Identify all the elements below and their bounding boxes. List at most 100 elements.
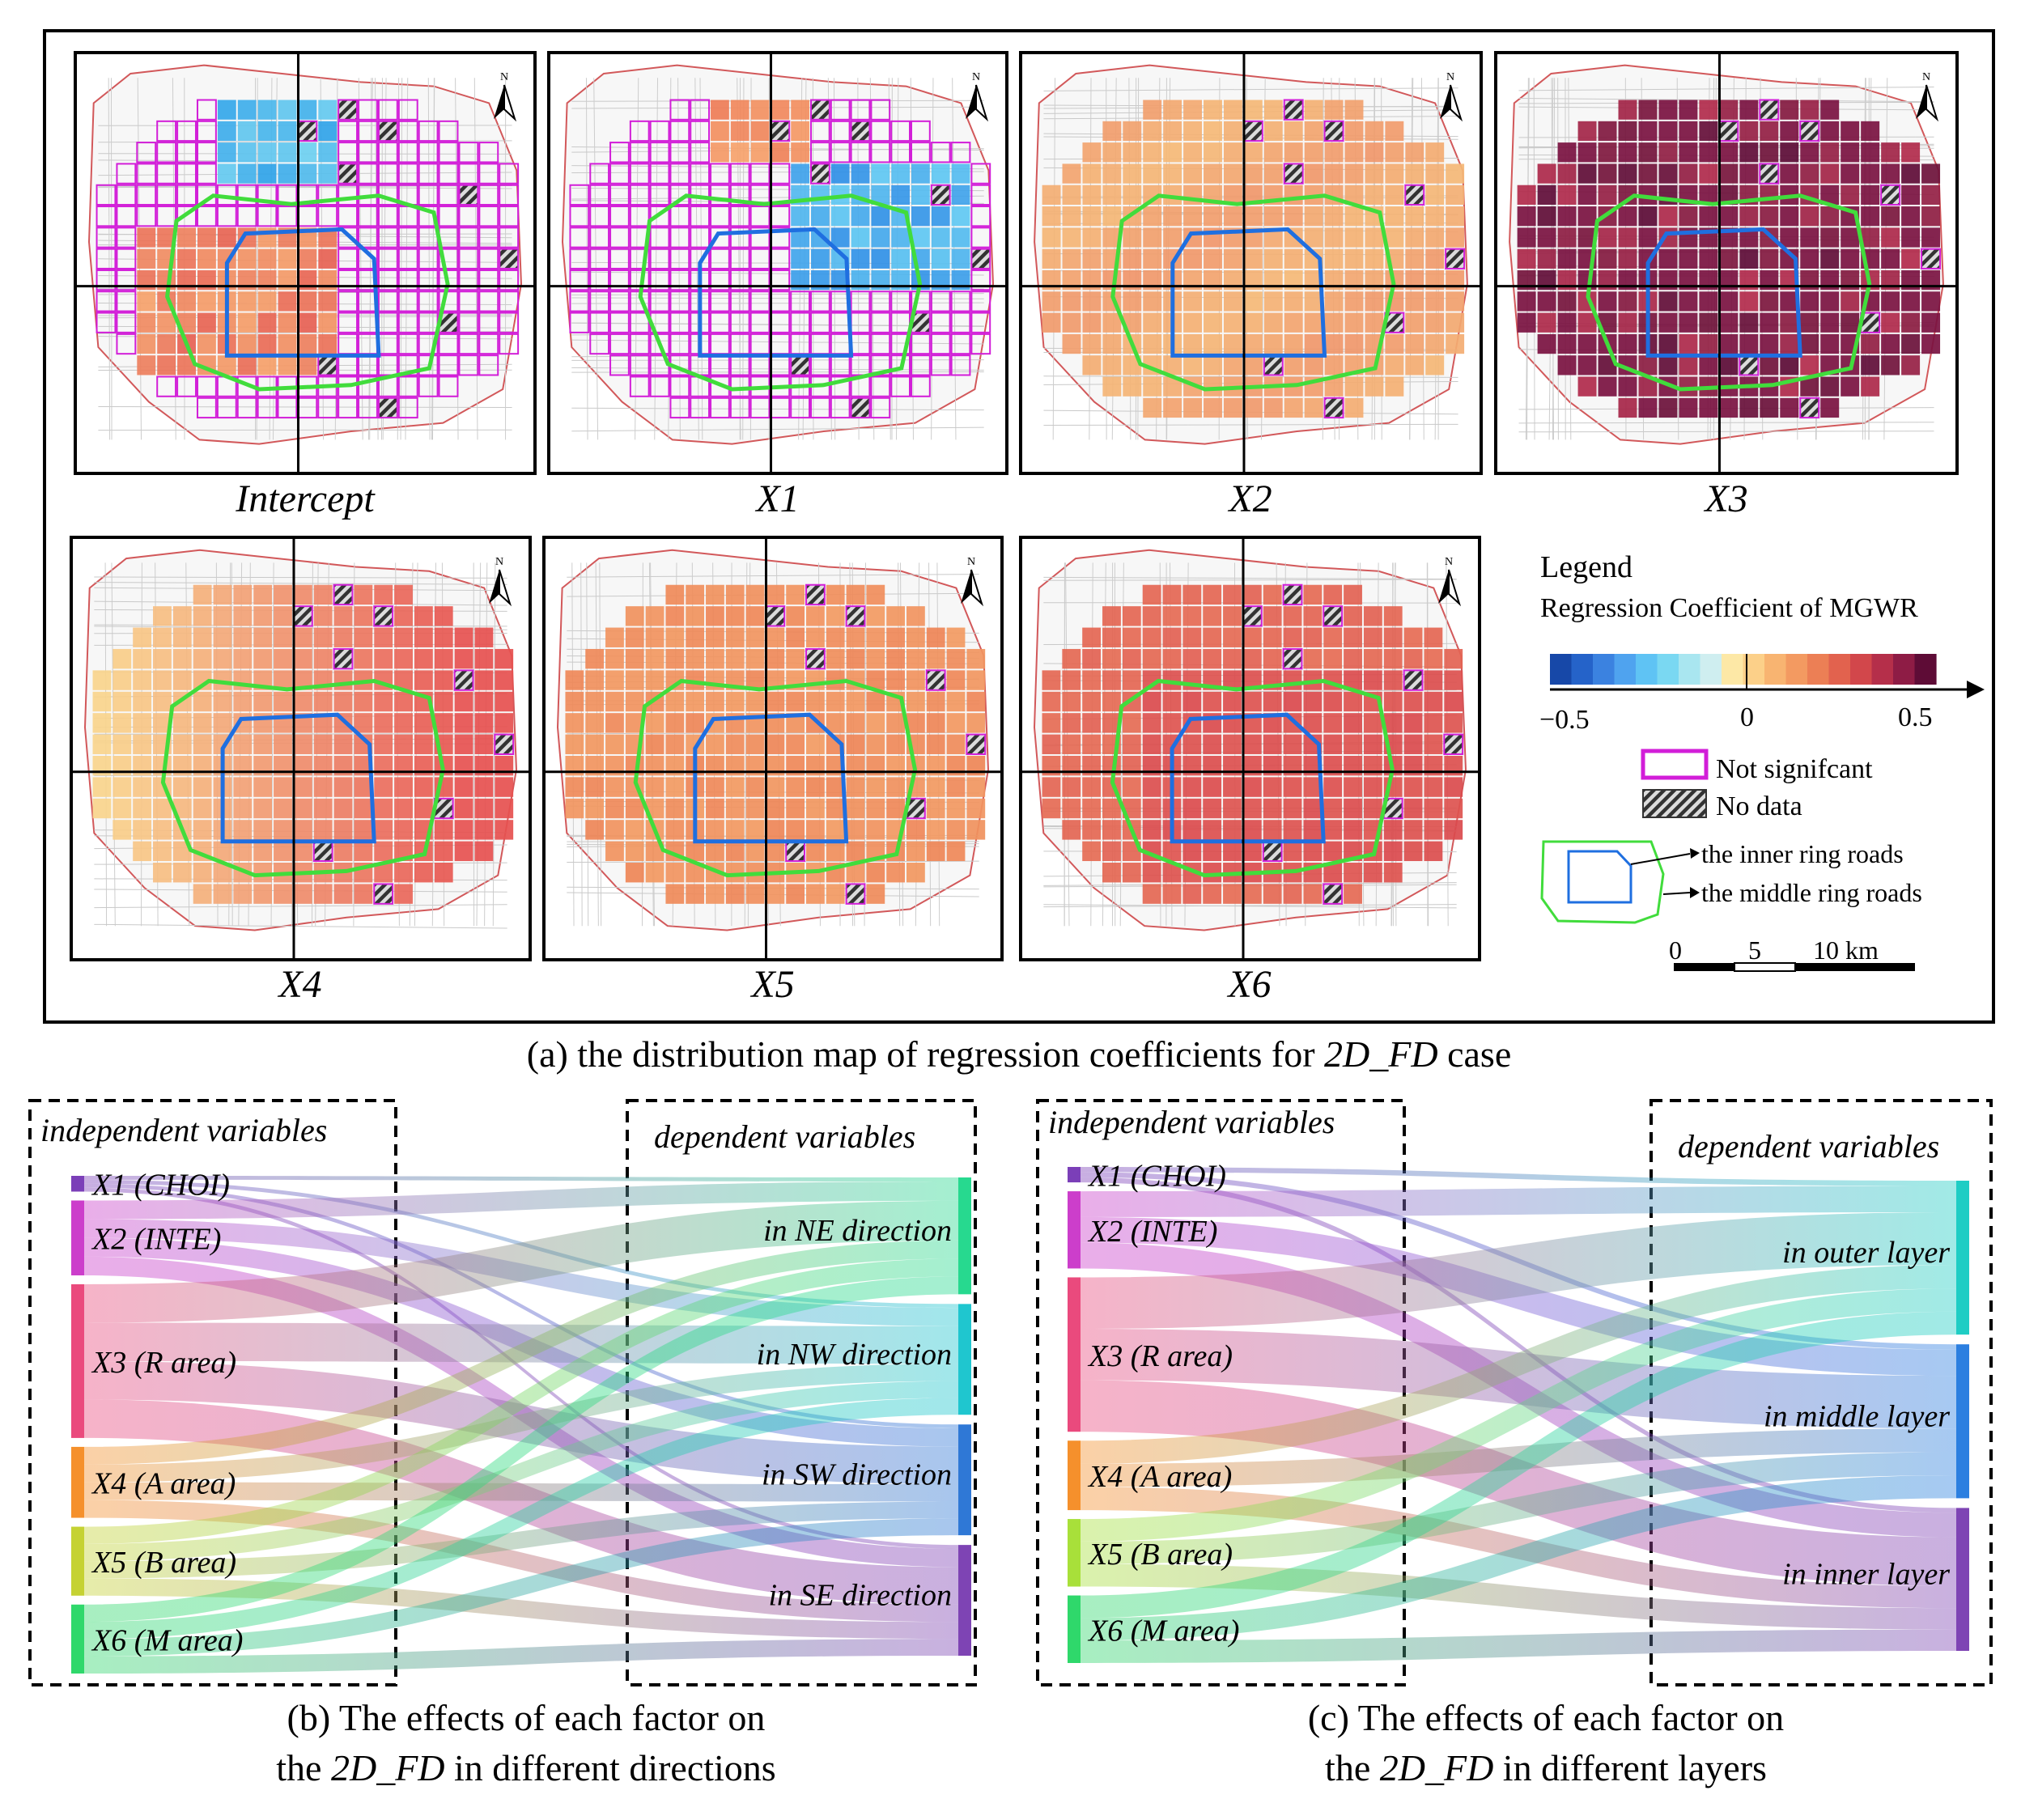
coef-cell bbox=[1577, 121, 1597, 142]
coef-cell bbox=[1679, 312, 1698, 333]
coef-cell bbox=[1577, 163, 1597, 184]
not-significant-cell bbox=[890, 291, 911, 312]
road-line bbox=[571, 339, 984, 345]
no-data-cell bbox=[1323, 120, 1344, 142]
coef-cell bbox=[1901, 206, 1921, 227]
coef-cell bbox=[1658, 333, 1678, 354]
coef-cell bbox=[1183, 142, 1203, 163]
not-significant-cell bbox=[970, 333, 991, 355]
coef-cell bbox=[686, 584, 705, 605]
coef-cell bbox=[374, 648, 393, 669]
ramp-swatch bbox=[1657, 654, 1679, 685]
coef-cell bbox=[1425, 227, 1445, 248]
not-significant-cell bbox=[156, 142, 177, 163]
coef-cell bbox=[1517, 206, 1536, 227]
coef-cell bbox=[153, 713, 172, 733]
coef-cell bbox=[1719, 248, 1739, 269]
coef-cell bbox=[605, 713, 624, 733]
not-significant-cell bbox=[338, 120, 359, 142]
coef-cell bbox=[711, 100, 729, 120]
not-significant-cell bbox=[377, 163, 398, 185]
not-significant-cell bbox=[418, 120, 439, 142]
coef-cell bbox=[434, 841, 453, 862]
coef-cell bbox=[766, 691, 785, 712]
coef-cell bbox=[1102, 798, 1121, 819]
not-significant-cell bbox=[850, 99, 871, 121]
legend-tick-zero: 0 bbox=[1740, 702, 1754, 732]
not-significant-cell bbox=[216, 397, 237, 419]
coef-cell bbox=[1303, 820, 1323, 840]
road-line bbox=[94, 576, 507, 579]
coef-cell bbox=[966, 777, 986, 797]
coef-cell bbox=[1082, 713, 1102, 733]
coef-cell bbox=[1385, 355, 1404, 375]
coef-cell bbox=[1719, 333, 1739, 354]
coef-cell bbox=[1223, 606, 1242, 626]
coef-cell bbox=[1323, 841, 1343, 862]
sankey-link bbox=[1081, 1311, 1956, 1618]
coef-cell bbox=[1881, 227, 1900, 248]
coef-cell bbox=[354, 584, 373, 605]
inner-ring-road bbox=[693, 712, 849, 844]
coef-cell bbox=[1638, 206, 1658, 227]
not-significant-cell bbox=[317, 206, 338, 227]
coef-cell bbox=[645, 627, 664, 647]
coef-cell bbox=[1323, 627, 1343, 647]
coef-cell bbox=[786, 627, 805, 647]
coef-cell bbox=[1901, 227, 1921, 248]
coef-cell bbox=[1223, 142, 1242, 163]
coef-cell bbox=[1739, 121, 1759, 142]
not-significant-cell bbox=[338, 397, 359, 419]
coef-cell bbox=[931, 248, 950, 269]
coef-cell bbox=[846, 863, 865, 883]
not-significant-cell bbox=[589, 227, 610, 248]
coef-cell bbox=[926, 798, 945, 819]
map-label-x5: X5 bbox=[749, 963, 794, 1006]
coef-cell bbox=[1303, 841, 1323, 862]
no-data-cell bbox=[785, 840, 806, 863]
coef-cell bbox=[1122, 734, 1141, 754]
not-significant-cell bbox=[790, 312, 811, 333]
coef-cell bbox=[1739, 206, 1759, 227]
coef-cell bbox=[1699, 355, 1718, 375]
coef-cell bbox=[233, 627, 253, 647]
coef-cell bbox=[1658, 312, 1678, 333]
coef-cell bbox=[886, 606, 906, 626]
coef-cell bbox=[1082, 185, 1102, 206]
source-node bbox=[1068, 1277, 1081, 1432]
coef-cell bbox=[786, 777, 805, 797]
coef-cell bbox=[1901, 142, 1921, 163]
coef-cell bbox=[474, 798, 494, 819]
coef-cell bbox=[233, 798, 253, 819]
coef-cell bbox=[906, 670, 925, 690]
not-significant-cell bbox=[438, 163, 459, 185]
coef-cell bbox=[1304, 100, 1323, 120]
coef-cell bbox=[495, 713, 514, 733]
coef-cell bbox=[725, 691, 745, 712]
coef-cell bbox=[278, 121, 297, 142]
coef-cell bbox=[1102, 820, 1121, 840]
not-significant-cell bbox=[176, 184, 197, 206]
coef-cell bbox=[1263, 227, 1283, 248]
panel-b-caption-line2: the 2D_FD in different directions bbox=[276, 1747, 775, 1788]
road-line bbox=[405, 78, 409, 440]
coef-cell bbox=[1223, 333, 1242, 354]
coef-cell bbox=[333, 627, 353, 647]
middle-ring-road bbox=[160, 678, 445, 878]
sankey-link bbox=[84, 1578, 958, 1640]
not-significant-cell bbox=[890, 333, 911, 355]
coef-cell bbox=[1082, 163, 1102, 184]
source-node bbox=[71, 1604, 84, 1674]
not-significant-cell bbox=[397, 397, 418, 419]
coef-cell bbox=[1183, 291, 1203, 312]
source-node bbox=[71, 1446, 84, 1518]
coef-cell bbox=[745, 777, 765, 797]
coef-cell bbox=[1082, 691, 1102, 712]
coef-cell bbox=[1363, 863, 1382, 883]
not-significant-cell bbox=[669, 333, 690, 355]
coef-cell bbox=[1363, 648, 1382, 669]
coef-cell bbox=[1123, 121, 1142, 142]
coef-cell bbox=[1042, 206, 1061, 227]
coef-cell bbox=[1284, 333, 1303, 354]
coef-cell bbox=[1163, 185, 1182, 206]
